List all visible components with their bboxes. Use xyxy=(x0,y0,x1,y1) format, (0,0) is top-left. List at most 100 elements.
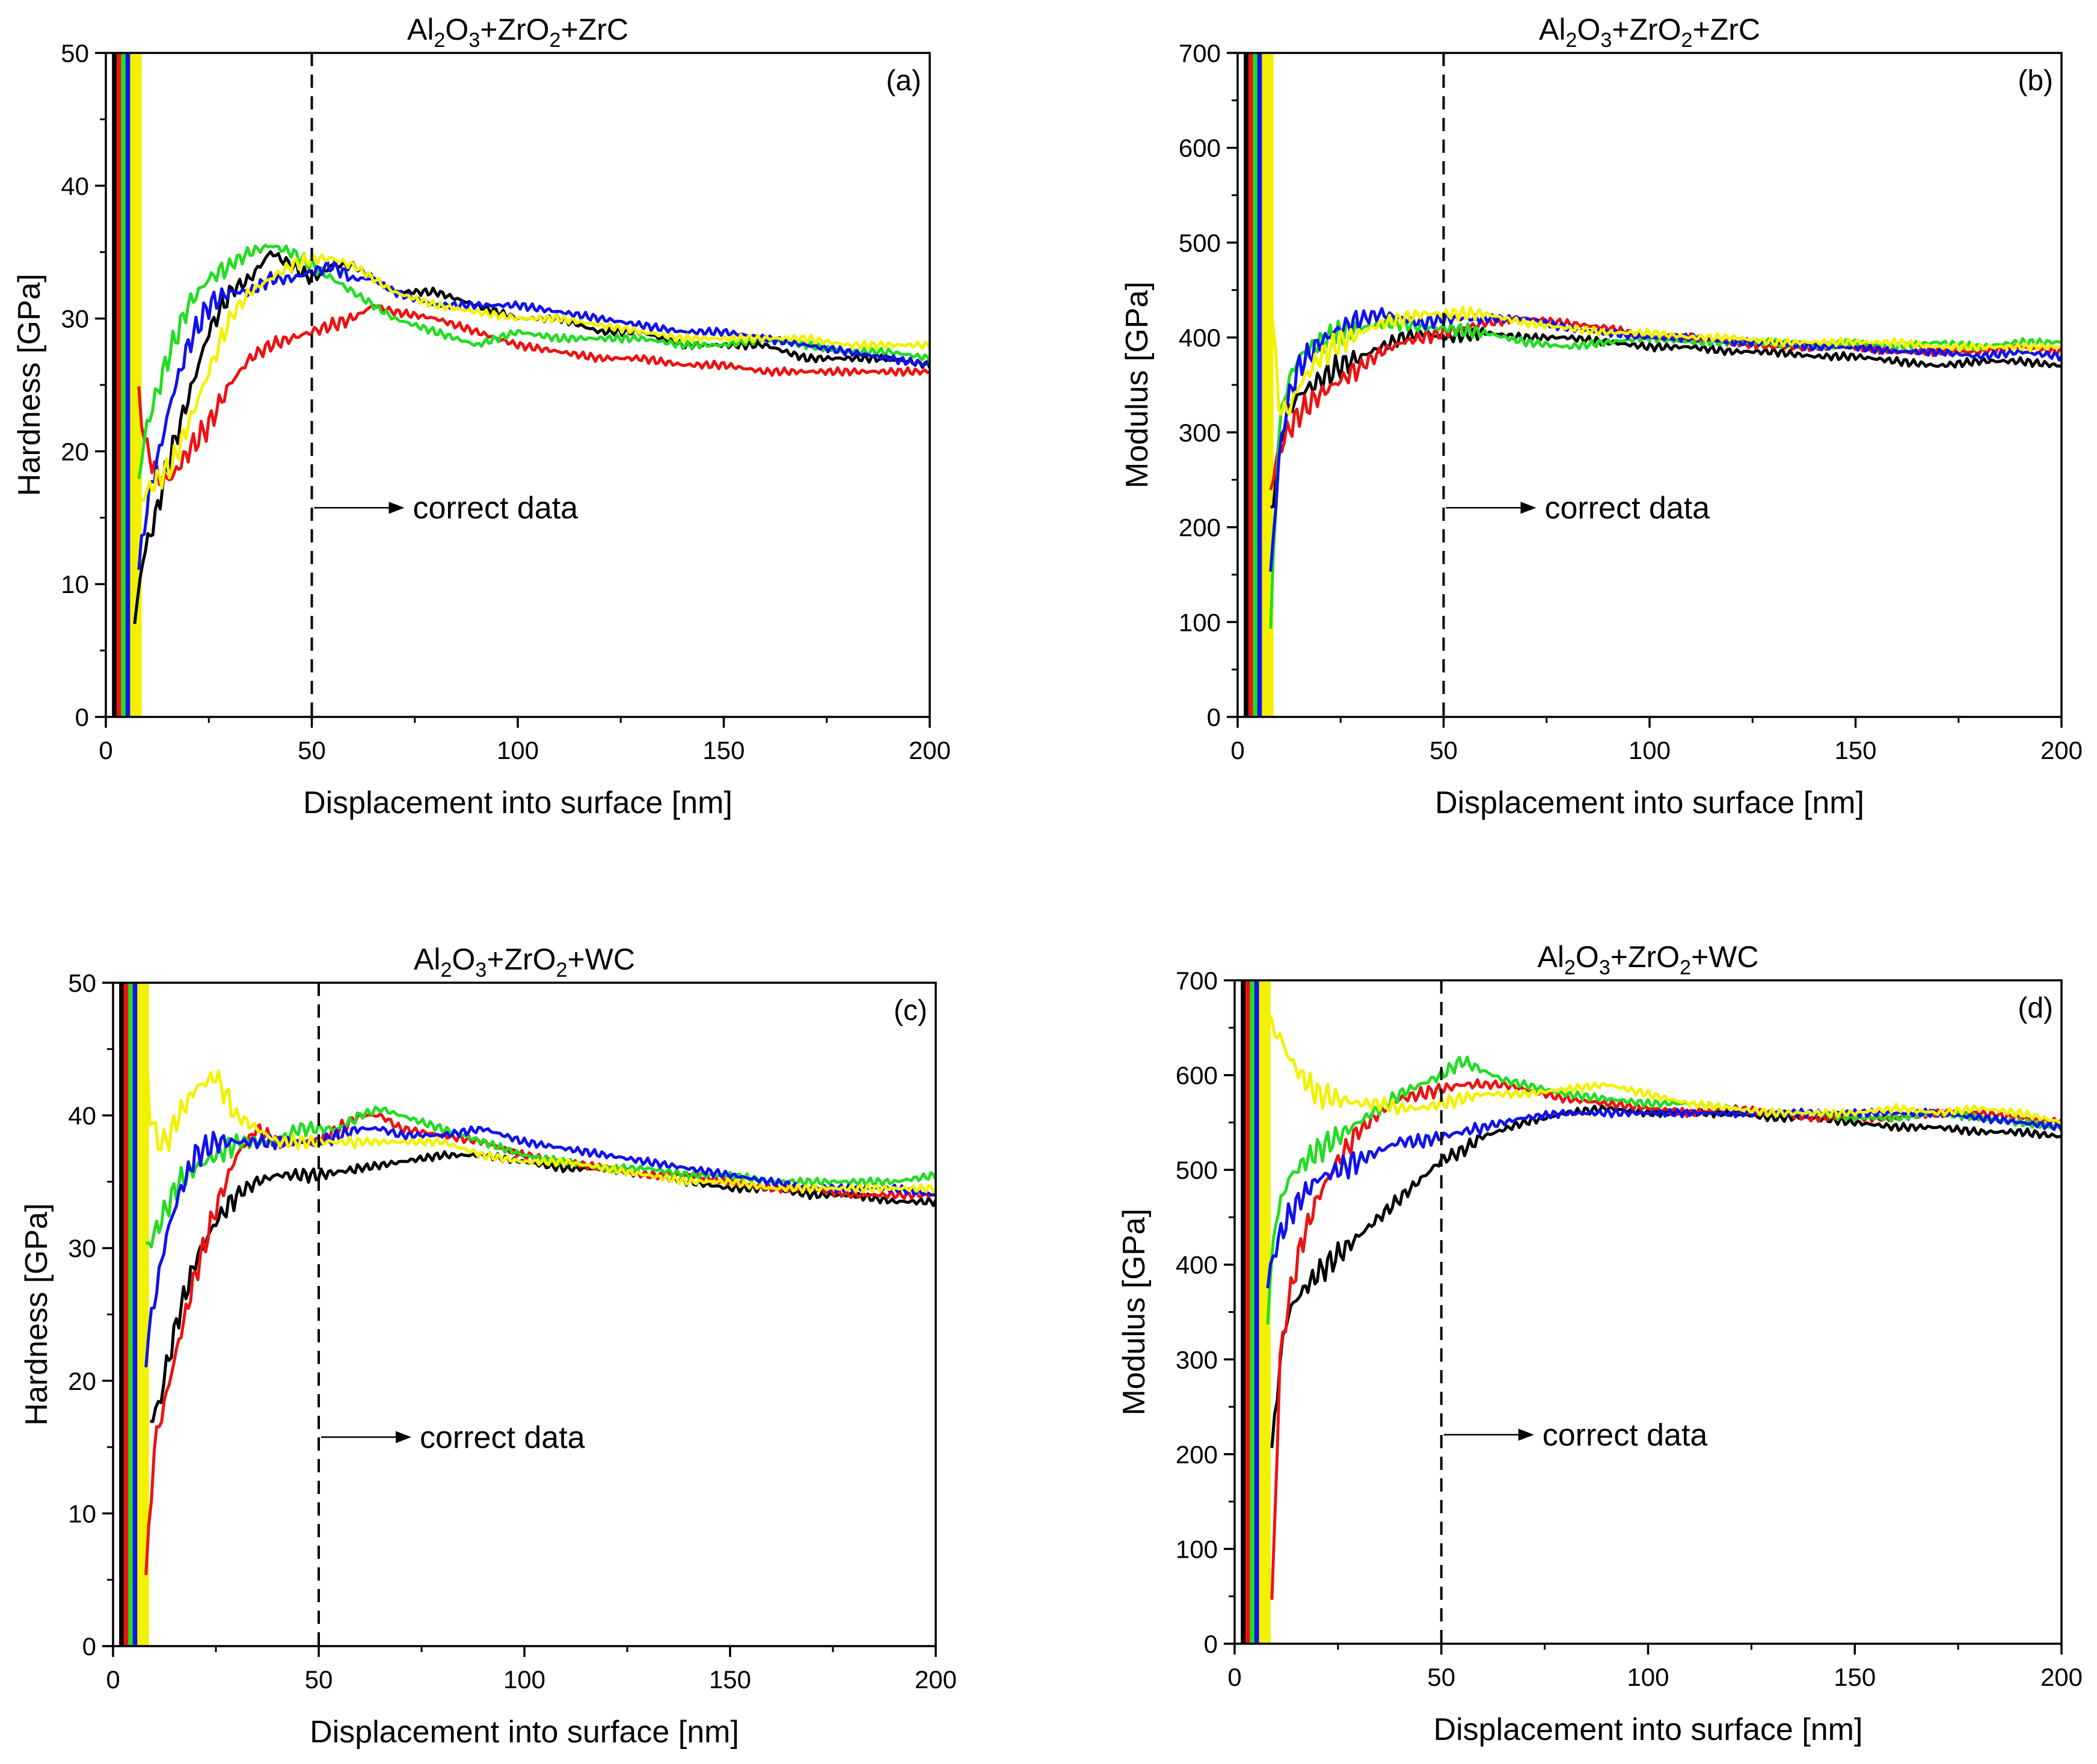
y-tick-label: 0 xyxy=(75,703,89,731)
y-tick-label: 50 xyxy=(68,969,96,997)
y-tick-label: 30 xyxy=(68,1234,96,1262)
title-subscript: 3 xyxy=(475,959,487,982)
y-axis-label: Modulus [GPa] xyxy=(1120,281,1155,488)
title-subscript: 2 xyxy=(441,959,452,982)
title-part: +WC xyxy=(1691,940,1759,974)
x-tick-label: 0 xyxy=(1227,1663,1241,1691)
y-tick-label: 0 xyxy=(82,1632,96,1661)
x-tick-label: 150 xyxy=(1834,1663,1876,1691)
x-tick-label: 50 xyxy=(1429,736,1458,764)
y-tick-label: 100 xyxy=(1176,1535,1218,1563)
series-line-black xyxy=(1270,326,2062,509)
series-line-red xyxy=(144,1112,936,1576)
series-line-blue xyxy=(137,259,930,570)
series-line-black xyxy=(133,250,930,624)
y-tick-label: 500 xyxy=(1176,1156,1218,1184)
y-tick-label: 700 xyxy=(1176,967,1218,995)
y-tick-label: 30 xyxy=(61,305,89,333)
series-line-yellow xyxy=(140,986,936,1194)
title-part: O xyxy=(452,942,475,976)
y-tick-label: 200 xyxy=(1179,514,1221,542)
chart-panel-3: correct data 0 50 100 150 200 0 10 20 30 40 50 Displ… xyxy=(19,942,957,1750)
y-tick-label: 100 xyxy=(1179,608,1221,636)
chart-title: Al2O3+ZrO2+WC xyxy=(1538,940,1759,979)
title-subscript: 3 xyxy=(1600,29,1612,52)
title-part: +ZrO xyxy=(480,13,549,46)
x-tick-label: 200 xyxy=(2040,736,2083,764)
annotation-text: correct data xyxy=(1545,491,1710,526)
title-subscript: 2 xyxy=(434,29,446,52)
title-part: Al xyxy=(1539,13,1565,46)
y-tick-label: 10 xyxy=(61,570,89,598)
series-line-red xyxy=(137,304,930,487)
series-lines xyxy=(133,244,930,624)
y-tick-label: 20 xyxy=(61,437,89,466)
x-tick-label: 0 xyxy=(1230,736,1244,764)
annotation-arrow-head xyxy=(396,1431,411,1443)
series-lines xyxy=(140,986,936,1576)
x-tick-label: 0 xyxy=(106,1665,120,1694)
series-lines xyxy=(1269,303,2062,629)
x-axis-label: Displacement into surface [nm] xyxy=(1435,785,1864,820)
x-tick-label: 0 xyxy=(99,736,112,764)
y-tick-label: 40 xyxy=(61,172,89,200)
annotation-text: correct data xyxy=(1543,1418,1708,1453)
title-part: +ZrC xyxy=(560,13,628,46)
chart-title: Al2O3+ZrO2+ZrC xyxy=(1539,13,1760,52)
panel-tag: (a) xyxy=(886,65,921,97)
initial-contact-spikes xyxy=(119,983,149,1646)
title-part: +ZrO xyxy=(1612,13,1681,46)
y-tick-label: 500 xyxy=(1179,229,1221,257)
axes-frame xyxy=(1236,52,2063,718)
title-subscript: 2 xyxy=(1681,29,1693,52)
y-tick-label: 50 xyxy=(61,39,89,67)
y-tick-label: 300 xyxy=(1176,1345,1218,1374)
x-tick-label: 150 xyxy=(702,736,745,764)
y-tick-label: 400 xyxy=(1179,324,1221,352)
title-part: O xyxy=(1576,940,1599,974)
x-tick-label: 150 xyxy=(1834,736,1876,764)
annotation-arrow-head xyxy=(1520,502,1537,514)
series-line-green xyxy=(137,244,930,479)
y-tick-label: 0 xyxy=(1204,1630,1218,1658)
y-tick-label: 600 xyxy=(1179,134,1221,162)
series-line-black xyxy=(150,1150,936,1424)
panel-tag: (d) xyxy=(2018,992,2053,1024)
title-subscript: 2 xyxy=(1566,29,1577,52)
x-tick-label: 100 xyxy=(1629,736,1671,764)
axes-frame xyxy=(1233,979,2063,1645)
title-subscript: 3 xyxy=(1599,956,1610,979)
y-tick-label: 300 xyxy=(1179,419,1221,447)
y-tick-label: 10 xyxy=(68,1499,96,1528)
x-tick-label: 50 xyxy=(1427,1663,1455,1691)
x-tick-label: 50 xyxy=(298,736,326,764)
title-part: Al xyxy=(1538,940,1564,974)
title-part: O xyxy=(445,13,468,46)
title-part: +ZrO xyxy=(1610,940,1680,974)
series-line-yellow xyxy=(137,253,930,504)
chart-title: Al2O3+ZrO2+ZrC xyxy=(407,13,628,52)
y-tick-label: 600 xyxy=(1176,1062,1218,1090)
title-subscript: 2 xyxy=(550,29,561,52)
y-tick-label: 40 xyxy=(68,1102,96,1130)
chart-title: Al2O3+ZrO2+WC xyxy=(414,942,635,982)
axes-frame xyxy=(112,982,937,1647)
x-tick-label: 150 xyxy=(709,1665,751,1694)
chart-panel-2: correct data 0 50 100 150 200 0 100 200 300 400 500… xyxy=(1120,13,2083,820)
title-part: Al xyxy=(414,942,440,976)
title-subscript: 2 xyxy=(1680,956,1691,979)
y-tick-label: 200 xyxy=(1176,1440,1218,1469)
series-line-blue xyxy=(1266,1107,2062,1289)
series-line-yellow xyxy=(1262,984,2062,1125)
title-part: +ZrO xyxy=(487,942,556,976)
title-part: O xyxy=(1577,13,1600,46)
panel-tag: (b) xyxy=(2018,65,2053,97)
annotation-arrow-head xyxy=(1518,1428,1534,1441)
title-part: +ZrC xyxy=(1692,13,1760,46)
y-tick-label: 0 xyxy=(1207,703,1221,731)
annotation-text: correct data xyxy=(413,491,579,526)
chart-panel-4: correct data 0 50 100 150 200 0 100 200 300 400 500… xyxy=(1117,940,2083,1747)
x-tick-label: 100 xyxy=(503,1665,545,1694)
series-line-red xyxy=(1270,1078,2062,1600)
